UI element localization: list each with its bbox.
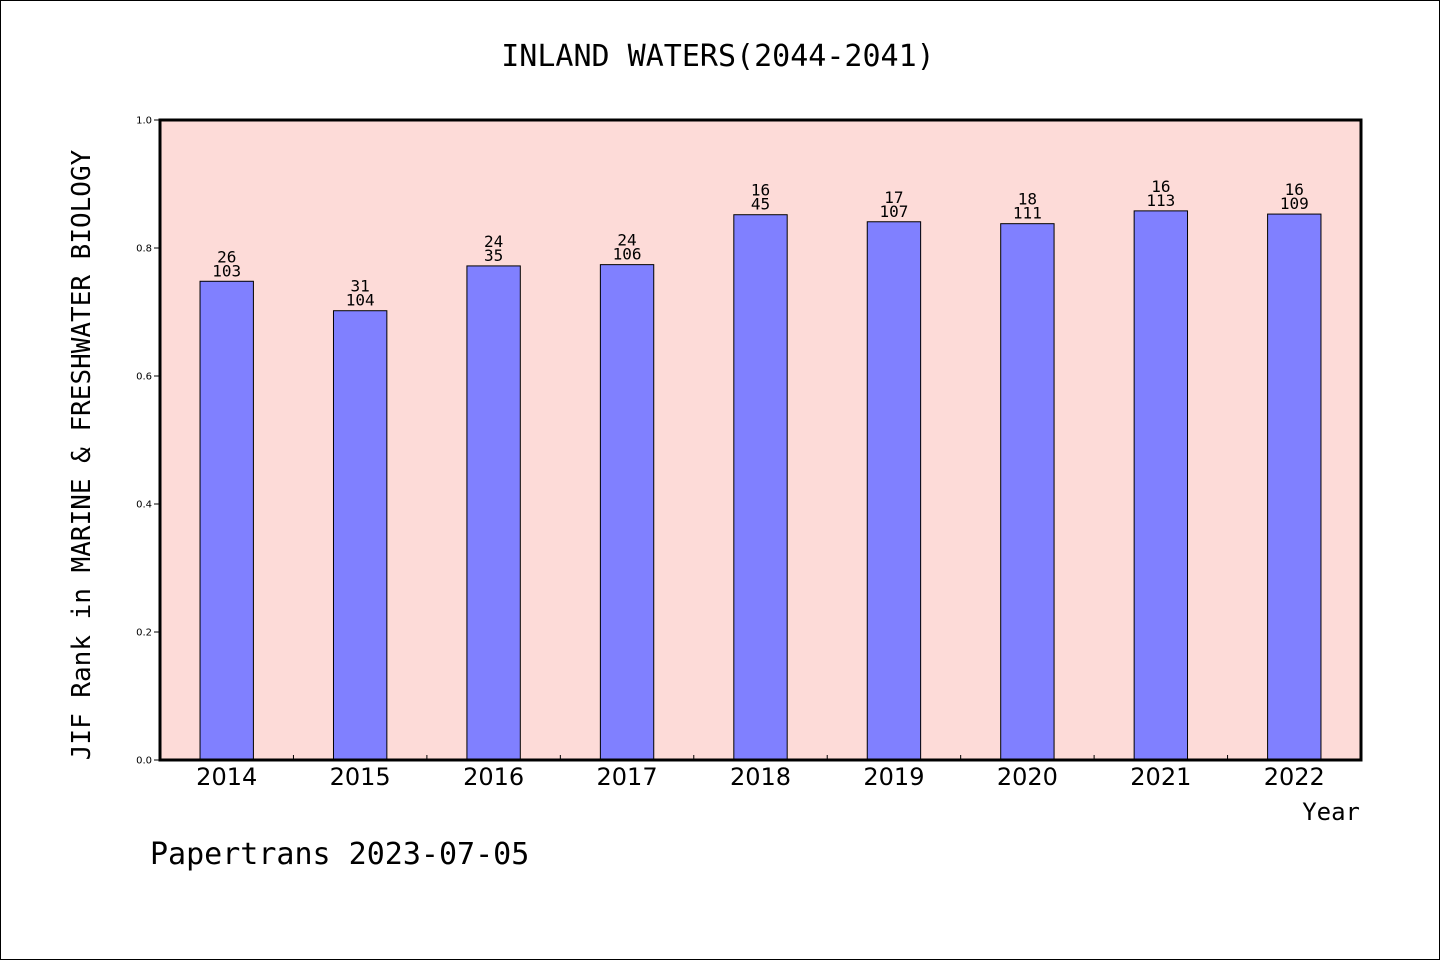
bar-label-total: 104 xyxy=(346,291,375,310)
y-tick-label: 0.4 xyxy=(136,500,152,511)
y-tick-label: 0.6 xyxy=(136,372,152,383)
y-tick-label: 0.8 xyxy=(136,244,152,255)
x-axis-label: Year xyxy=(1302,798,1360,826)
x-tick-label: 2021 xyxy=(1130,763,1191,791)
bar-label-total: 103 xyxy=(212,261,241,280)
bar xyxy=(466,265,521,761)
plot-area: 0.00.20.40.60.81.02610320143110420152435… xyxy=(136,116,1363,791)
bar-label-rank: 16 xyxy=(1285,180,1304,199)
bar-label-total: 113 xyxy=(1146,191,1175,210)
x-tick-label: 2018 xyxy=(730,763,791,791)
x-tick-label: 2017 xyxy=(597,763,658,791)
x-tick-label: 2020 xyxy=(997,763,1058,791)
x-tick-label: 2014 xyxy=(196,763,257,791)
footer-text: Papertrans 2023-07-05 xyxy=(150,837,529,872)
bar-label-total: 106 xyxy=(613,245,642,264)
bar xyxy=(733,214,788,761)
x-tick-label: 2015 xyxy=(330,763,391,791)
bar-label-total: 109 xyxy=(1280,194,1309,213)
bar-label-rank: 16 xyxy=(751,181,770,200)
bar xyxy=(199,280,254,761)
bar xyxy=(1133,210,1189,761)
bar-label-rank: 24 xyxy=(484,232,503,251)
plot-border xyxy=(158,118,1363,762)
bar-label-rank: 31 xyxy=(351,277,370,296)
bar xyxy=(332,310,388,761)
bar-label-total: 45 xyxy=(751,195,770,214)
x-tick-label: 2019 xyxy=(863,763,924,791)
bar xyxy=(1267,213,1322,761)
bar-label-rank: 24 xyxy=(617,231,636,250)
bar xyxy=(866,221,922,761)
bar-label-total: 35 xyxy=(484,246,503,265)
x-tick-label: 2022 xyxy=(1264,763,1325,791)
bar-label-total: 107 xyxy=(879,202,908,221)
x-tick-label: 2016 xyxy=(463,763,524,791)
bar-label-total: 111 xyxy=(1013,204,1042,223)
bar-label-rank: 16 xyxy=(1151,177,1170,196)
y-tick-label: 1.0 xyxy=(136,116,152,127)
y-tick-label: 0.0 xyxy=(136,756,152,767)
y-tick-label: 0.2 xyxy=(136,628,152,639)
bar-label-rank: 26 xyxy=(217,247,236,266)
y-axis-label: JIF Rank in MARINE & FRESHWATER BIOLOGY xyxy=(67,149,97,760)
chart-title: INLAND WATERS(2044-2041) xyxy=(501,39,934,74)
bar-label-rank: 18 xyxy=(1018,190,1037,209)
bar xyxy=(1000,223,1055,761)
bar-label-rank: 17 xyxy=(884,188,903,207)
bar xyxy=(599,264,655,761)
